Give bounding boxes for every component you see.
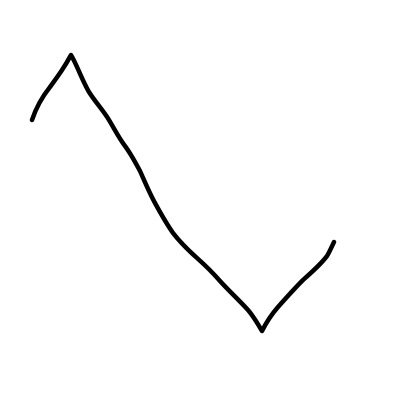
freehand-stroke <box>29 52 337 334</box>
